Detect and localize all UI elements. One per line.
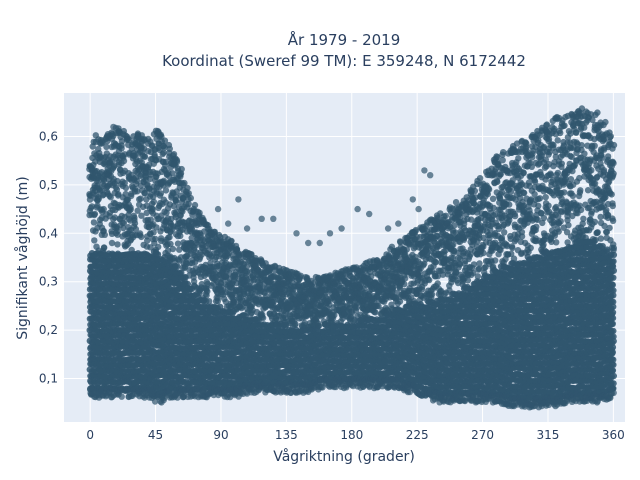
data-point — [118, 393, 125, 400]
data-point — [131, 220, 139, 227]
data-point — [187, 194, 194, 202]
data-point — [100, 175, 108, 183]
data-point — [108, 239, 116, 247]
data-point — [120, 224, 127, 232]
data-point — [100, 205, 107, 213]
data-point — [259, 314, 267, 322]
data-point — [138, 233, 145, 241]
data-point — [88, 203, 96, 210]
data-point — [100, 244, 108, 252]
data-point — [159, 150, 166, 158]
data-point — [122, 184, 130, 192]
data-point — [111, 162, 118, 169]
data-point — [155, 243, 162, 251]
data-point — [112, 184, 120, 191]
data-point — [173, 158, 181, 166]
data-point — [204, 288, 211, 295]
data-point — [107, 194, 114, 201]
data-point — [292, 320, 299, 328]
data-point — [120, 157, 128, 165]
data-point — [120, 219, 128, 227]
data-point — [118, 138, 126, 145]
data-point — [141, 153, 149, 160]
data-point — [111, 214, 119, 221]
data-point — [177, 232, 184, 240]
data-point — [150, 198, 157, 205]
data-point — [95, 145, 102, 153]
data-point — [114, 227, 121, 235]
data-point — [162, 187, 170, 194]
data-point — [91, 210, 99, 218]
data-point — [127, 206, 134, 213]
data-point — [162, 162, 169, 169]
data-point — [152, 235, 159, 243]
data-point — [103, 143, 110, 150]
data-point — [118, 145, 125, 152]
data-point — [184, 184, 191, 192]
data-point — [174, 240, 182, 247]
data-point — [166, 234, 173, 241]
data-point — [121, 179, 128, 187]
data-point — [314, 320, 322, 327]
data-point — [144, 237, 151, 244]
data-point — [137, 195, 144, 202]
data-point — [91, 237, 98, 244]
data-point — [89, 143, 96, 150]
data-point — [174, 263, 181, 270]
data-point — [114, 241, 121, 248]
data-points — [86, 105, 618, 411]
data-point — [122, 190, 129, 198]
data-point — [177, 170, 185, 177]
data-point — [90, 219, 98, 226]
data-point — [169, 245, 177, 253]
data-point — [191, 201, 199, 209]
data-point — [166, 145, 173, 152]
data-point — [269, 298, 276, 306]
data-point — [101, 231, 109, 238]
data-point — [214, 298, 221, 305]
